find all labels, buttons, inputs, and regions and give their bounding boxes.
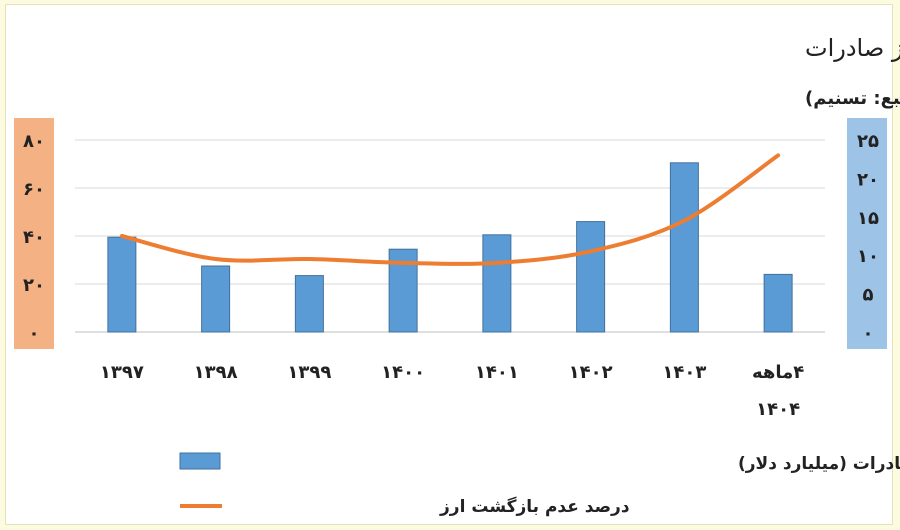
bar (294, 275, 324, 333)
series-line (119, 153, 781, 266)
x-axis-label: ۱۴۰۰ (381, 362, 425, 383)
right-axis-tick: ۲۰ (857, 169, 879, 190)
left-axis-tick: ۸۰ (23, 131, 45, 152)
bar (482, 234, 512, 333)
bar (107, 236, 137, 333)
legend-swatch-bar (179, 452, 221, 470)
right-axis-tick: ۲۵ (857, 131, 879, 152)
left-axis-tick: ۰ (29, 323, 40, 344)
chart-subtitle: (منبع: تسنیم) (805, 88, 900, 109)
x-axis-label: ۱۴۰۱ (475, 362, 519, 383)
right-axis-tick: ۵ (863, 285, 874, 306)
x-axis-label: ۴ماهه (752, 362, 804, 383)
x-axis-label: ۱۳۹۸ (194, 362, 238, 383)
legend-label-line: درصد عدم بازگشت ارز (439, 496, 630, 517)
x-axis-label: ۱۴۰۴ (756, 399, 800, 420)
bar (201, 265, 231, 333)
x-axis-label: ۱۴۰۳ (662, 362, 706, 383)
right-axis-band (847, 118, 887, 349)
right-axis-tick: ۱۵ (857, 208, 879, 229)
left-axis-tick: ۲۰ (23, 275, 45, 296)
x-axis-label: ۱۳۹۹ (287, 362, 331, 383)
x-axis-label: ۱۴۰۲ (569, 362, 613, 383)
right-axis-tick: ۰ (863, 323, 874, 344)
left-axis-tick: ۶۰ (23, 179, 45, 200)
legend-label-bar: حجم ارزهای بازگشته حاصل از صادرات (میلیا… (738, 453, 900, 474)
chart-title: حجم و درصد ارزهای بازگشته حاصل از صادرات (805, 34, 900, 62)
x-axis-label: ۱۳۹۷ (100, 362, 144, 383)
bar (576, 221, 606, 333)
bar (669, 162, 699, 333)
left-axis-tick: ۴۰ (23, 227, 45, 248)
bar (763, 273, 793, 333)
left-axis-band (14, 118, 54, 349)
right-axis-tick: ۱۰ (857, 246, 879, 267)
